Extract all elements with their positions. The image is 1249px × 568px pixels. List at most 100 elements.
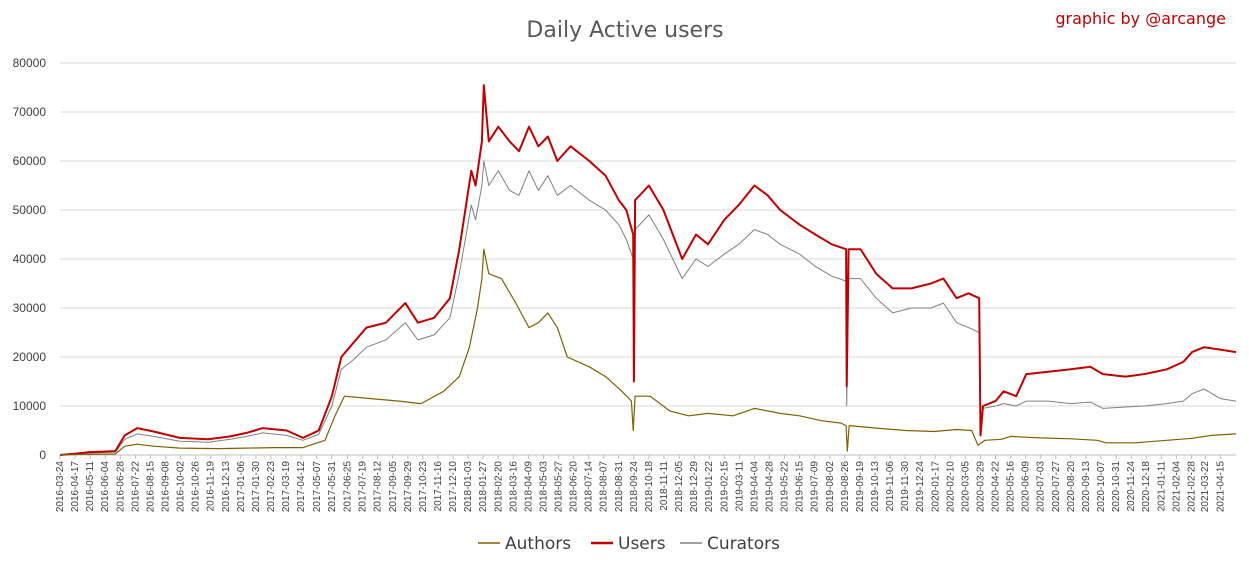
x-tick-label: 2018-01-27: [478, 461, 489, 513]
x-tick-label: 2018-04-09: [523, 461, 534, 513]
x-tick-label: 2016-05-11: [85, 461, 96, 512]
x-tick-label: 2018-12-29: [689, 461, 700, 513]
x-tick-label: 2016-03-24: [55, 461, 66, 513]
y-tick-label: 80000: [13, 56, 47, 70]
y-tick-label: 20000: [13, 350, 47, 364]
x-tick-label: 2019-07-09: [810, 461, 821, 513]
x-tick-label: 2018-08-31: [614, 461, 625, 513]
x-tick-label: 2016-07-22: [130, 461, 141, 513]
x-tick-label: 2018-03-16: [508, 461, 519, 513]
x-tick-label: 2019-11-06: [885, 461, 896, 512]
x-tick-label: 2020-11-24: [1126, 461, 1137, 512]
x-tick-label: 2016-09-08: [160, 461, 171, 513]
x-tick-label: 2016-08-15: [145, 461, 156, 513]
x-tick-label: 2019-08-26: [840, 461, 851, 513]
chart-title: Daily Active users: [526, 18, 723, 43]
x-tick-label: 2017-03-19: [281, 461, 292, 513]
x-tick-label: 2017-02-23: [266, 461, 277, 513]
x-tick-label: 2019-08-02: [825, 461, 836, 513]
x-tick-label: 2016-12-13: [221, 461, 232, 513]
x-tick-label: 2020-10-31: [1111, 461, 1122, 513]
x-tick-label: 2017-04-12: [296, 461, 307, 513]
x-tick-label: 2021-02-28: [1186, 461, 1197, 513]
y-tick-label: 10000: [13, 399, 47, 413]
x-tick-label: 2020-01-17: [930, 461, 941, 513]
x-tick-label: 2019-01-22: [704, 461, 715, 513]
y-tick-label: 0: [39, 448, 46, 462]
x-tick-label: 2021-04-15: [1215, 461, 1226, 513]
series-line-users: [59, 84, 1237, 456]
y-tick-label: 70000: [13, 105, 47, 119]
x-tick-label: 2019-05-22: [780, 461, 791, 513]
x-tick-label: 2017-11-16: [433, 461, 444, 512]
x-axis: 2016-03-24 2016-04-17 2016-05-11 2016-06-04…: [55, 455, 1226, 512]
x-tick-label: 2019-09-19: [855, 461, 866, 513]
legend-label-authors: Authors: [505, 534, 571, 554]
x-tick-label: 2017-08-12: [373, 461, 384, 513]
x-tick-label: 2020-08-20: [1066, 461, 1077, 513]
x-tick-label: 2021-01-11: [1156, 461, 1167, 512]
x-tick-label: 2021-03-22: [1200, 461, 1211, 513]
x-tick-label: 2020-10-07: [1096, 461, 1107, 513]
x-tick-label: 2017-12-10: [448, 461, 459, 513]
x-tick-label: 2016-10-02: [176, 461, 187, 513]
chart-credit: graphic by @arcange: [1055, 9, 1226, 28]
x-tick-label: 2019-06-15: [795, 461, 806, 513]
x-tick-label: 2020-04-22: [991, 461, 1002, 513]
x-tick-label: 2020-05-16: [1006, 461, 1017, 513]
y-tick-label: 30000: [13, 301, 47, 315]
x-tick-label: 2020-06-09: [1021, 461, 1032, 513]
x-tick-label: 2018-12-05: [674, 461, 685, 513]
x-tick-label: 2018-06-20: [569, 461, 580, 513]
y-axis: 0 10000 20000 30000 40000 50000 60000 70000 8000…: [13, 56, 47, 462]
x-tick-label: 2017-01-30: [251, 461, 262, 513]
x-tick-label: 2017-10-23: [418, 461, 429, 513]
x-tick-label: 2019-03-11: [734, 461, 745, 512]
x-tick-label: 2017-05-07: [312, 461, 323, 513]
x-tick-label: 2019-04-28: [764, 461, 775, 513]
x-tick-label: 2020-12-18: [1141, 461, 1152, 513]
x-tick-label: 2020-02-10: [945, 461, 956, 513]
legend-label-curators: Curators: [707, 534, 780, 554]
x-tick-label: 2018-10-18: [644, 461, 655, 513]
x-tick-label: 2018-05-03: [538, 461, 549, 513]
x-tick-label: 2016-06-28: [115, 461, 126, 513]
x-tick-label: 2018-01-03: [463, 461, 474, 513]
series-line-authors: [59, 248, 1237, 456]
x-tick-label: 2016-06-04: [100, 461, 111, 513]
x-tick-label: 2019-11-30: [900, 461, 911, 512]
x-tick-label: 2019-04-04: [749, 461, 760, 513]
series-group: [59, 84, 1237, 456]
x-tick-label: 2016-11-19: [206, 461, 217, 512]
x-tick-label: 2020-03-29: [975, 461, 986, 513]
x-tick-label: 2016-04-17: [70, 461, 81, 513]
grid: [60, 62, 1236, 456]
y-tick-label: 40000: [13, 252, 47, 266]
legend-label-users: Users: [618, 534, 666, 554]
x-tick-label: 2017-06-25: [343, 461, 354, 513]
x-tick-label: 2018-08-07: [599, 461, 610, 513]
x-tick-label: 2019-10-13: [870, 461, 881, 513]
legend: Authors Users Curators: [478, 534, 780, 554]
x-tick-label: 2016-10-26: [191, 461, 202, 513]
x-tick-label: 2020-07-03: [1036, 461, 1047, 513]
x-tick-label: 2018-02-20: [493, 461, 504, 513]
x-tick-label: 2018-07-14: [584, 461, 595, 513]
x-tick-label: 2017-07-19: [358, 461, 369, 513]
x-tick-label: 2017-09-29: [403, 461, 414, 513]
y-tick-label: 50000: [13, 203, 47, 217]
y-tick-label: 60000: [13, 154, 47, 168]
x-tick-label: 2021-02-04: [1171, 461, 1182, 513]
x-tick-label: 2018-09-24: [629, 461, 640, 513]
x-tick-label: 2020-03-05: [960, 461, 971, 513]
x-tick-label: 2018-11-11: [659, 461, 670, 511]
x-tick-label: 2018-05-27: [554, 461, 565, 513]
x-tick-label: 2020-07-27: [1051, 461, 1062, 513]
x-tick-label: 2017-01-06: [236, 461, 247, 513]
x-tick-label: 2019-12-24: [915, 461, 926, 513]
x-tick-label: 2017-05-31: [327, 461, 338, 513]
x-tick-label: 2017-09-05: [388, 461, 399, 513]
x-tick-label: 2019-02-15: [719, 461, 730, 513]
x-tick-label: 2020-09-13: [1081, 461, 1092, 513]
